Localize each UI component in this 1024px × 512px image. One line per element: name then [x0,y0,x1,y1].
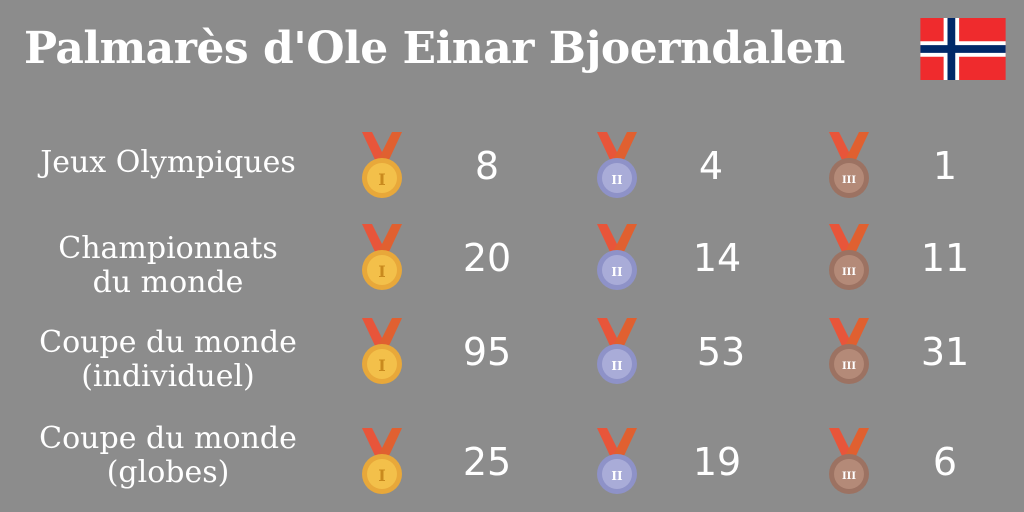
gold-count: 20 [462,236,512,280]
gold-medal-icon: I [362,224,402,290]
svg-text:I: I [378,356,385,375]
gold-count: 95 [462,330,512,374]
svg-text:III: III [842,267,856,278]
row-label-coupe-individuel: Coupe du monde (individuel) [39,325,297,394]
silver-medal-icon: II [597,318,637,384]
svg-text:III: III [842,361,856,372]
bronze-medal-icon: III [829,132,869,198]
silver-count: 4 [698,144,724,188]
row-label-championnats: Championnats du monde [58,231,278,300]
row-label-coupe-globes: Coupe du monde (globes) [39,421,297,490]
silver-count: 19 [692,440,742,484]
norway-flag-icon [920,18,1006,80]
silver-medal-icon: II [597,428,637,494]
svg-text:II: II [611,359,623,373]
page-title: Palmarès d'Ole Einar Bjoerndalen [24,23,845,74]
silver-medal-icon: II [597,224,637,290]
svg-text:III: III [842,175,856,186]
bronze-medal-icon: III [829,428,869,494]
gold-medal-icon: I [362,428,402,494]
bronze-count: 1 [932,144,958,188]
svg-text:II: II [611,265,623,279]
svg-text:I: I [378,466,385,485]
gold-medal-icon: I [362,318,402,384]
silver-count: 14 [692,236,742,280]
bronze-medal-icon: III [829,224,869,290]
bronze-count: 11 [920,236,970,280]
gold-medal-icon: I [362,132,402,198]
silver-count: 53 [696,330,746,374]
silver-medal-icon: II [597,132,637,198]
bronze-medal-icon: III [829,318,869,384]
svg-text:II: II [611,469,623,483]
gold-count: 8 [474,144,500,188]
svg-text:I: I [378,262,385,281]
bronze-count: 31 [920,330,970,374]
bronze-count: 6 [932,440,958,484]
svg-text:III: III [842,471,856,482]
svg-text:II: II [611,173,623,187]
svg-text:I: I [378,170,385,189]
gold-count: 25 [462,440,512,484]
row-label-jeux-olympiques: Jeux Olympiques [40,145,296,180]
